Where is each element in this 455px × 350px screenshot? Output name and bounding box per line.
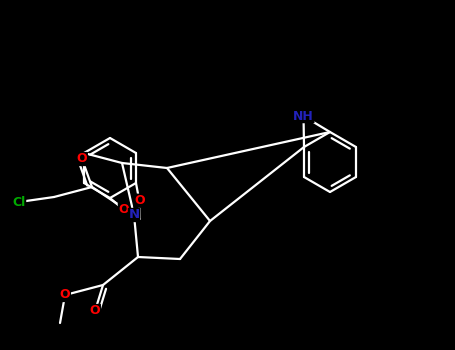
Text: O: O [118,203,129,216]
Text: O: O [77,153,87,166]
Text: NH: NH [293,110,314,122]
Text: N: N [128,209,140,222]
Text: O: O [90,304,101,317]
Text: O: O [134,194,145,207]
Text: Cl: Cl [12,196,25,209]
Text: O: O [60,288,71,301]
